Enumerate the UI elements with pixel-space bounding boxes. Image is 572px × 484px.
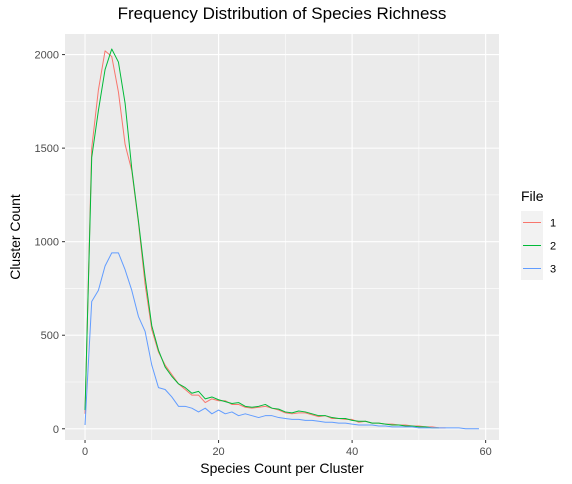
major-gridlines xyxy=(65,34,499,440)
legend-item-1: 1 xyxy=(521,211,556,234)
y-axis: 0 500 1000 1500 2000 xyxy=(35,50,65,436)
x-tick-label: 60 xyxy=(480,446,492,458)
minor-gridlines xyxy=(65,34,499,440)
legend: File 1 2 3 xyxy=(521,188,556,280)
y-tick-label: 500 xyxy=(41,330,59,342)
legend-keys: 1 2 3 xyxy=(521,211,556,280)
y-tick-label: 1500 xyxy=(35,143,59,155)
series-line-3 xyxy=(84,252,479,430)
chart-title: Frequency Distribution of Species Richne… xyxy=(118,4,447,23)
legend-item-3: 3 xyxy=(521,257,556,280)
legend-item-2: 2 xyxy=(521,234,556,257)
legend-label: 3 xyxy=(550,264,556,276)
y-axis-label: Cluster Count xyxy=(7,194,23,280)
plot-panel xyxy=(65,34,499,440)
legend-label: 2 xyxy=(550,241,556,253)
legend-label: 1 xyxy=(550,218,556,230)
y-tick-label: 2000 xyxy=(35,50,59,62)
series-layer xyxy=(84,48,479,430)
x-tick-label: 40 xyxy=(346,446,358,458)
y-tick-label: 1000 xyxy=(35,237,59,249)
x-axis-label: Species Count per Cluster xyxy=(200,460,364,476)
y-tick-label: 0 xyxy=(53,424,59,436)
legend-title: File xyxy=(521,188,544,204)
x-axis: 0 20 40 60 xyxy=(82,440,492,458)
x-tick-label: 20 xyxy=(212,446,224,458)
series-line-2 xyxy=(84,48,439,429)
x-tick-label: 0 xyxy=(82,446,88,458)
